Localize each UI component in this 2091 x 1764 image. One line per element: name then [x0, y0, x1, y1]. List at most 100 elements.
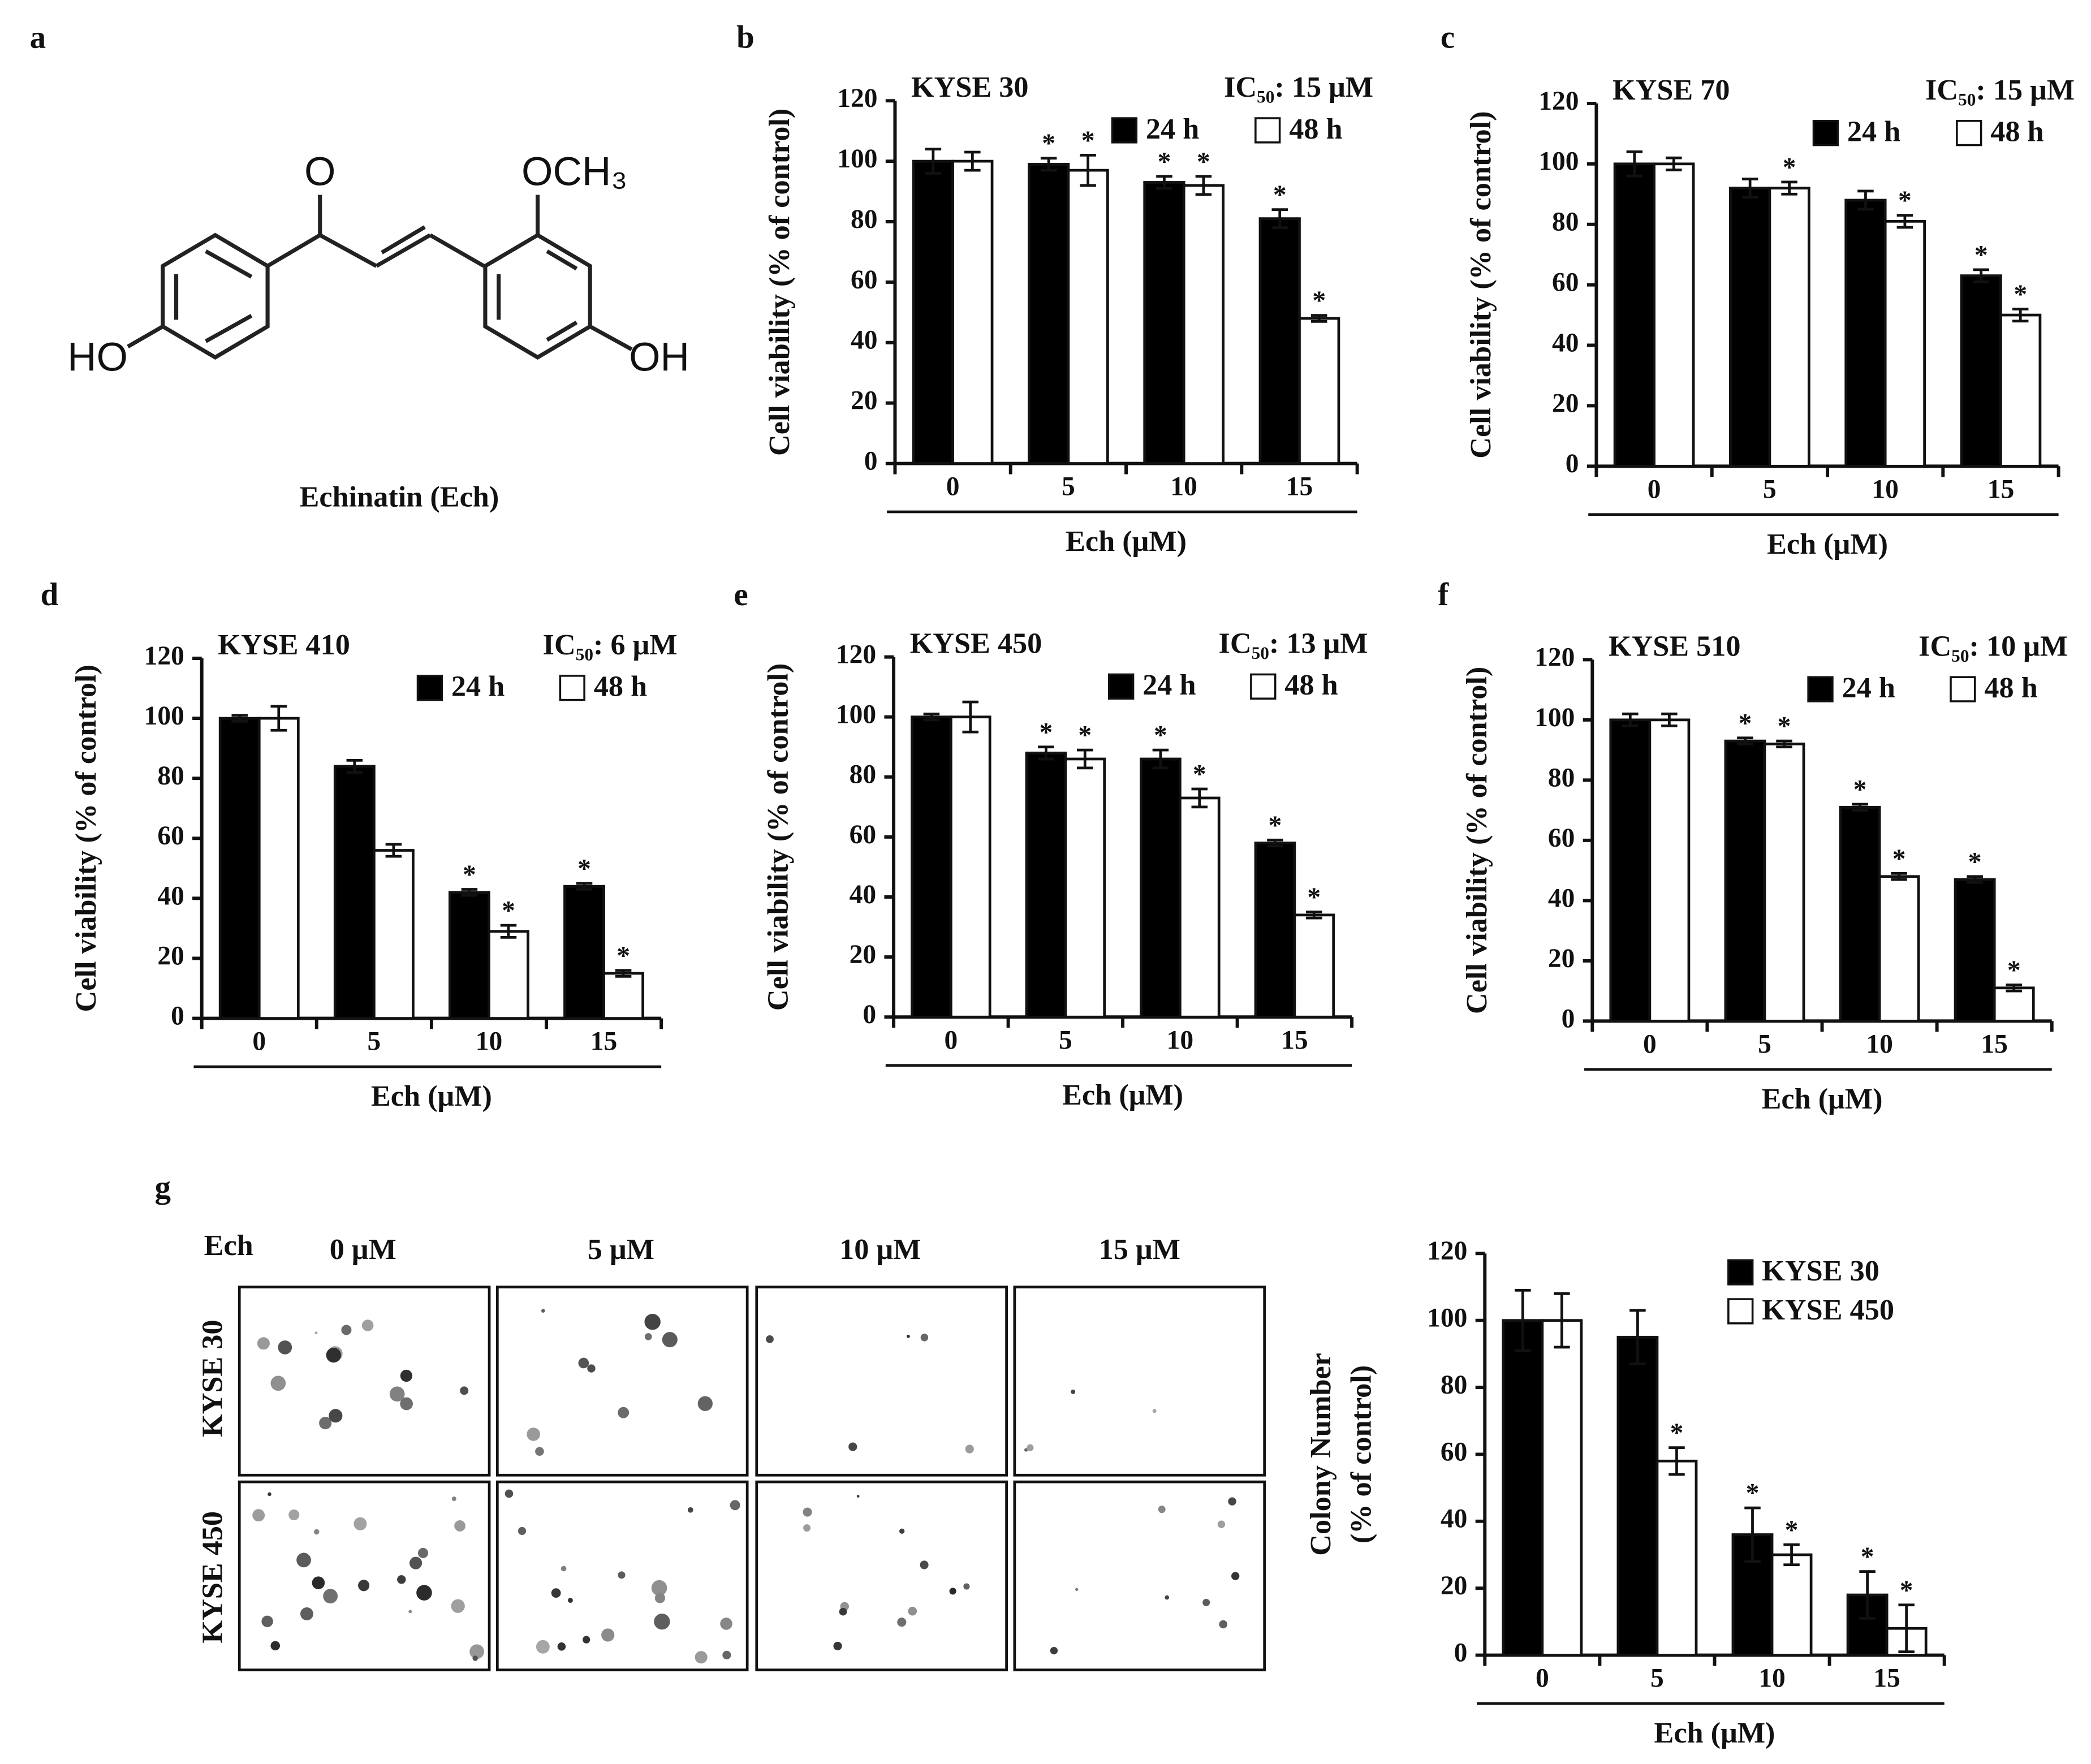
colony-dot — [963, 1583, 970, 1590]
colony-dot — [1217, 1520, 1226, 1528]
bar — [1878, 875, 1920, 1023]
colony-dot — [568, 1598, 573, 1603]
plate-image — [755, 1286, 1008, 1477]
x-tick-label: 15 — [1281, 1025, 1308, 1055]
annotation: IC₅₀: 15 μM — [1925, 74, 2075, 106]
significance-marker: * — [1785, 1516, 1799, 1545]
error-bar — [1152, 748, 1169, 770]
bar — [1763, 743, 1805, 1023]
colony-dot — [400, 1369, 413, 1382]
error-bar — [1622, 712, 1639, 727]
legend-label: 24 h — [1146, 113, 1199, 145]
legend-swatch — [1250, 673, 1277, 700]
chart-title: KYSE 450 — [910, 627, 1042, 660]
legend-label: 24 h — [1142, 668, 1196, 701]
colony-dot — [505, 1489, 514, 1498]
bar — [1140, 757, 1182, 1019]
bar — [1182, 184, 1225, 465]
y-tick-label: 40 — [851, 326, 878, 355]
y-tick-label: 0 — [1566, 449, 1579, 478]
significance-marker: * — [1078, 721, 1092, 751]
error-bar — [1661, 712, 1678, 727]
error-bar — [2006, 984, 2022, 993]
y-tick-label: 20 — [1552, 389, 1579, 418]
colony-dot — [313, 1529, 320, 1535]
colony-dot — [353, 1517, 367, 1530]
colony-dot — [417, 1547, 429, 1558]
error-bar — [1306, 911, 1322, 920]
bar — [563, 885, 605, 1020]
significance-marker: * — [1269, 811, 1282, 840]
y-tick-label: 120 — [1534, 642, 1575, 672]
significance-marker: * — [1154, 721, 1167, 751]
y-axis-label: Cell viability (% of control) — [763, 109, 796, 456]
error-bar — [1973, 268, 1989, 283]
colony-dot — [839, 1607, 847, 1616]
bar — [1064, 757, 1106, 1019]
y-tick-label: 20 — [851, 386, 878, 416]
colony-dot — [899, 1528, 905, 1534]
atom-label: OCH₃ — [521, 149, 627, 195]
colony-dot — [848, 1442, 857, 1451]
bar — [1609, 718, 1652, 1023]
atom-label: OH — [629, 334, 689, 379]
colony-dot — [697, 1396, 713, 1411]
colony-dot — [856, 1495, 860, 1498]
significance-marker: * — [1892, 844, 1906, 874]
annotation: IC₅₀: 6 μM — [543, 628, 678, 661]
colony-dot — [409, 1556, 422, 1569]
x-tick-label: 0 — [252, 1027, 266, 1056]
x-axis-label: Ech (μM) — [1066, 525, 1187, 558]
y-tick-label: 0 — [1562, 1004, 1575, 1033]
y-tick-label: 100 — [1538, 147, 1579, 176]
legend-swatch — [1727, 1298, 1754, 1325]
legend-swatch — [416, 675, 443, 701]
error-bar — [1669, 1446, 1685, 1476]
colony-dot — [358, 1580, 370, 1592]
bar — [1844, 199, 1887, 468]
significance-marker: * — [1193, 760, 1206, 790]
y-tick-label: 0 — [864, 446, 878, 476]
bar — [602, 972, 644, 1020]
significance-marker: * — [1670, 1418, 1684, 1448]
x-tick-label: 15 — [1987, 475, 2015, 504]
plate-image — [755, 1480, 1008, 1672]
bar — [372, 849, 415, 1020]
colony-dot — [720, 1618, 732, 1630]
y-tick-label: 40 — [1441, 1504, 1468, 1534]
colony-dot — [1158, 1506, 1166, 1513]
legend-swatch — [1956, 120, 1982, 146]
legend-label: 48 h — [1284, 668, 1338, 701]
colony-dot — [803, 1524, 811, 1532]
y-tick-label: 20 — [850, 940, 877, 969]
significance-marker: * — [1778, 712, 1791, 741]
colony-dot — [1152, 1409, 1157, 1413]
row-label: KYSE 30 — [196, 1319, 228, 1437]
significance-marker: * — [1746, 1479, 1760, 1508]
y-tick-label: 100 — [1427, 1304, 1467, 1333]
error-bar — [1626, 150, 1643, 178]
colony-dot — [803, 1507, 812, 1517]
colony-dot — [730, 1500, 740, 1511]
colony-dot — [288, 1509, 300, 1521]
colony-dot — [1071, 1390, 1076, 1394]
legend-swatch — [559, 675, 585, 701]
bar — [1729, 187, 1771, 468]
plate-image — [1013, 1286, 1266, 1477]
colony-dot — [1027, 1444, 1034, 1451]
atom-label: O — [304, 149, 335, 195]
error-bar — [923, 713, 940, 722]
significance-marker: * — [1273, 180, 1287, 210]
colony-dot — [270, 1641, 281, 1651]
bar — [1616, 1335, 1659, 1657]
error-bar — [1080, 153, 1096, 187]
y-tick-label: 20 — [157, 941, 184, 971]
error-bar — [1515, 1289, 1531, 1352]
x-tick-label: 10 — [1167, 1025, 1194, 1055]
panel-letter: b — [736, 19, 755, 55]
y-tick-label: 60 — [1548, 823, 1575, 853]
x-tick-label: 5 — [1650, 1664, 1664, 1693]
y-tick-label: 0 — [863, 1000, 876, 1029]
legend-swatch — [1727, 1259, 1754, 1286]
significance-marker: * — [1040, 718, 1053, 747]
